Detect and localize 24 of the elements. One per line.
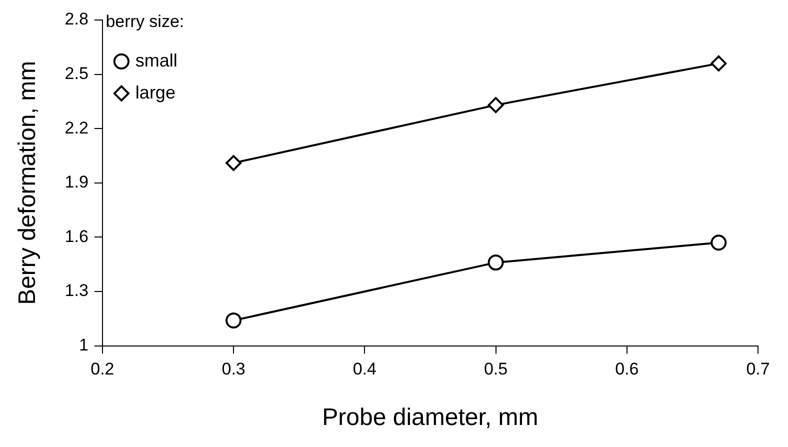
point <box>710 234 727 251</box>
legend-title: berry size: <box>106 12 184 32</box>
x-tick-label: 0.7 <box>746 360 770 379</box>
y-tick-label: 1.6 <box>64 226 88 246</box>
point <box>710 55 727 72</box>
y-tick-label: 1.9 <box>64 172 88 192</box>
x-tick-label: 0.2 <box>90 360 114 379</box>
x-tick-label: 0.3 <box>222 360 246 379</box>
point <box>226 312 242 328</box>
y-tick-label: 1 <box>78 335 88 354</box>
y-tick-label: 2.2 <box>64 118 88 138</box>
point <box>488 254 504 271</box>
legend-label: large <box>135 82 176 102</box>
x-tick-label: 0.5 <box>484 360 508 379</box>
point <box>226 154 242 171</box>
x-tick-label: 0.4 <box>352 360 376 379</box>
y-tick-label: 2.8 <box>64 10 88 29</box>
y-tick-label: 2.5 <box>64 64 88 83</box>
x-axis-title: Probe diameter, mm <box>322 404 538 432</box>
y-tick-label: 1.3 <box>64 281 88 300</box>
point <box>488 97 504 114</box>
legend-label: small <box>135 50 178 70</box>
x-tick-label: 0.6 <box>615 360 639 379</box>
y-axis-title: Berry deformation, mm <box>14 60 42 305</box>
